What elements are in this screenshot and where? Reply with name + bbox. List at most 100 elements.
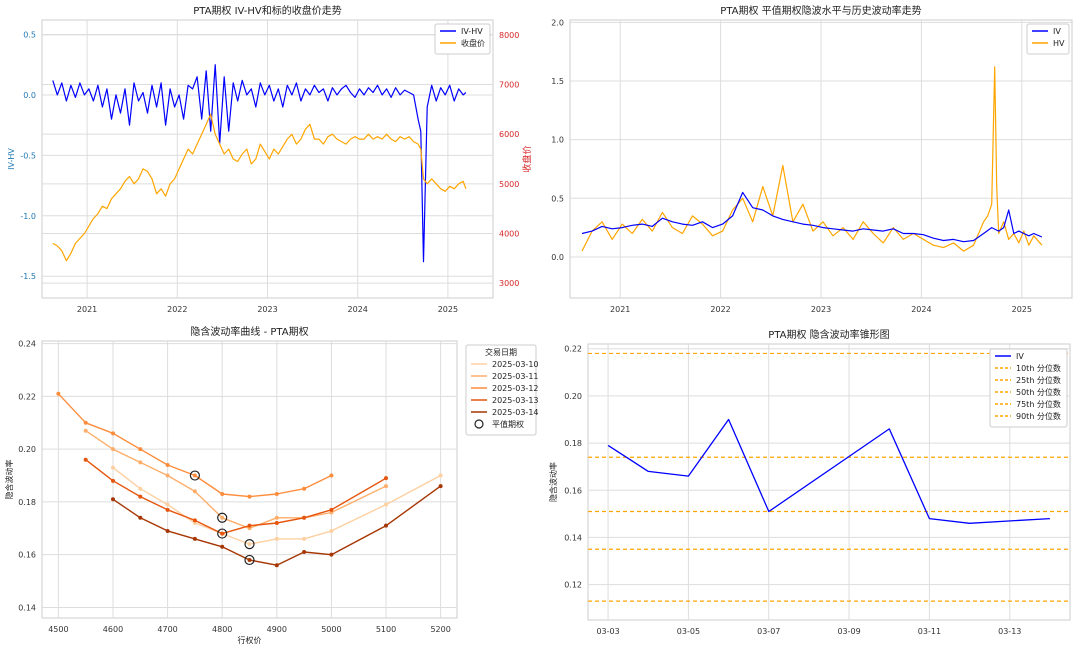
y2-tick-label: 3000 — [499, 279, 519, 288]
series-line-iv — [581, 191, 1043, 243]
y-tick-label: 0.0 — [551, 253, 564, 262]
smile-point — [247, 557, 252, 562]
x-tick-label: 4600 — [103, 625, 123, 634]
y-tick-label: 0.5 — [23, 31, 36, 40]
smile-point — [83, 420, 88, 425]
legend-box — [989, 348, 1068, 428]
smile-point — [247, 542, 252, 547]
atm-marker — [189, 470, 200, 481]
smile-point — [110, 431, 115, 436]
smile-point — [138, 515, 143, 520]
x-tick-label: 2024 — [348, 305, 368, 314]
smile-point — [302, 486, 307, 491]
y-tick-label: 0.16 — [18, 551, 36, 560]
smile-point — [274, 563, 279, 568]
x-tick-label: 03-11 — [918, 627, 941, 636]
smile-point — [329, 507, 334, 512]
smile-point — [329, 473, 334, 478]
x-axis-label: 行权价 — [238, 635, 262, 645]
x-tick-label: 2023 — [811, 305, 831, 314]
y-tick-label: 0.12 — [564, 581, 582, 590]
smile-point — [384, 523, 389, 528]
atm-marker — [217, 512, 228, 523]
x-tick-label: 5000 — [321, 625, 341, 634]
y-tick-label: 0.5 — [551, 194, 564, 203]
y2-tick-label: 6000 — [499, 130, 519, 139]
smile-point — [329, 528, 334, 533]
legend-marker-atm — [474, 419, 484, 429]
y2-tick-label: 8000 — [499, 31, 519, 40]
x-tick-label: 03-09 — [837, 627, 860, 636]
x-tick-label: 2022 — [167, 305, 187, 314]
legend-entry-label: 75th 分位数 — [1016, 399, 1061, 409]
series-line-hv — [581, 66, 1043, 252]
series-line-iv-hv — [52, 64, 467, 263]
smile-point — [302, 515, 307, 520]
smile-point — [384, 502, 389, 507]
x-tick-label: 2024 — [911, 305, 931, 314]
x-tick-label: 5200 — [430, 625, 450, 634]
smile-point — [110, 478, 115, 483]
y-tick-label: -1.0 — [20, 212, 36, 221]
smile-point — [138, 494, 143, 499]
legend-entry-label: 2025-03-12 — [492, 384, 539, 393]
y-tick-label: -0.5 — [20, 151, 36, 160]
y-tick-label: 0.24 — [18, 340, 36, 349]
smile-point — [192, 473, 197, 478]
y-tick-label: 0.22 — [18, 392, 36, 401]
legend-entry-label: IV — [1053, 27, 1061, 36]
x-tick-label: 2025 — [1012, 305, 1032, 314]
legend-entry-label: 2025-03-10 — [492, 360, 539, 369]
legend-entry-label: IV — [1016, 352, 1024, 361]
smile-point — [138, 460, 143, 465]
smile-point — [329, 552, 334, 557]
smile-point — [83, 457, 88, 462]
legend-title: 交易日期 — [485, 347, 517, 357]
smile-point — [274, 492, 279, 497]
smile-point — [302, 536, 307, 541]
legend-entry-label: 90th 分位数 — [1016, 411, 1061, 421]
smile-point — [192, 489, 197, 494]
y2-tick-label: 4000 — [499, 229, 519, 238]
y-axis-label: IV-HV — [7, 148, 16, 170]
y-tick-label: 2.0 — [551, 18, 564, 27]
y-axis-label: 隐含波动率 — [4, 460, 14, 500]
legend-entry-label: IV-HV — [461, 27, 483, 36]
smile-point — [302, 550, 307, 555]
chart-title: PTA期权 平值期权隐波水平与历史波动率走势 — [720, 4, 921, 17]
smile-point — [438, 484, 443, 489]
x-tick-label: 03-07 — [757, 627, 780, 636]
chart-title: 隐含波动率曲线 - PTA期权 — [190, 325, 308, 338]
x-tick-label: 2022 — [710, 305, 730, 314]
y-tick-label: 0.18 — [564, 439, 582, 448]
y2-axis-label: 收盘价 — [521, 145, 533, 172]
atm-marker — [217, 528, 228, 539]
smile-point — [138, 447, 143, 452]
smile-point — [110, 447, 115, 452]
smile-point — [274, 515, 279, 520]
x-tick-label: 2025 — [438, 305, 458, 314]
x-tick-label: 03-13 — [998, 627, 1021, 636]
x-tick-label: 2023 — [257, 305, 277, 314]
legend-entry-label: 平值期权 — [492, 419, 524, 429]
legend-entry-label: 2025-03-14 — [492, 408, 539, 417]
x-tick-label: 4900 — [267, 625, 287, 634]
smile-point — [56, 391, 61, 396]
smile-point — [165, 528, 170, 533]
x-tick-label: 5100 — [376, 625, 396, 634]
plot-area — [41, 340, 458, 619]
smile-point — [110, 465, 115, 470]
y-tick-label: 0.18 — [18, 498, 36, 507]
smile-point — [220, 531, 225, 536]
smile-point — [384, 476, 389, 481]
x-tick-label: 03-05 — [677, 627, 700, 636]
y-tick-label: 0.20 — [564, 392, 582, 401]
iv-line — [607, 418, 1050, 524]
smile-point — [384, 484, 389, 489]
smile-point — [220, 492, 225, 497]
legend-entry-label: 25th 分位数 — [1016, 375, 1061, 385]
smile-point — [247, 494, 252, 499]
legend-entry-label: 收盘价 — [461, 38, 485, 48]
y-tick-label: 0.0 — [23, 91, 36, 100]
y-tick-label: 1.0 — [551, 136, 564, 145]
